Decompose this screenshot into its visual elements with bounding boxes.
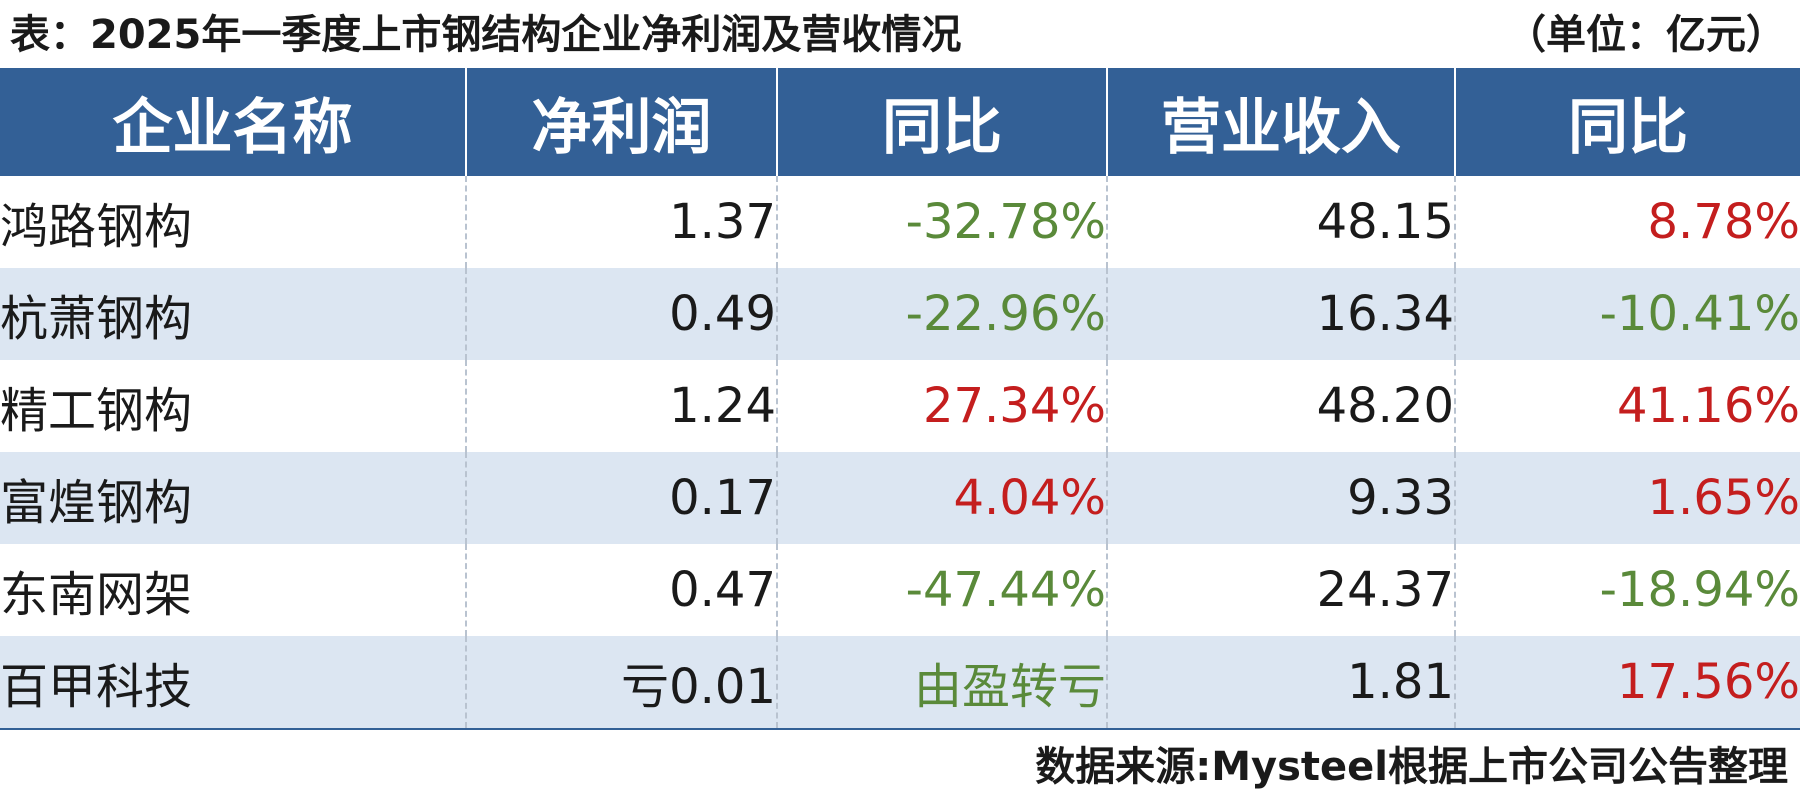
- table-row: 百甲科技 亏0.01 由盈转亏 1.81 17.56%: [0, 636, 1800, 730]
- table-title: 表：2025年一季度上市钢结构企业净利润及营收情况: [10, 12, 962, 58]
- table-row: 富煌钢构 0.17 4.04% 9.33 1.65%: [0, 452, 1800, 544]
- revenue-yoy-cell: 8.78%: [1454, 176, 1800, 268]
- company-name-cell: 精工钢构: [0, 383, 193, 439]
- company-name-cell: 鸿路钢构: [0, 199, 193, 255]
- revenue-yoy-cell: 1.65%: [1454, 452, 1800, 544]
- net-profit-cell: 亏0.01: [465, 636, 777, 730]
- table-row: 东南网架 0.47 -47.44% 24.37 -18.94%: [0, 544, 1800, 636]
- data-table: 企业名称 净利润 同比 营业收入 同比 鸿路钢构 1.37 -32.78% 48…: [0, 68, 1800, 730]
- profit-yoy-cell: -32.78%: [776, 176, 1107, 268]
- net-profit-cell: 0.47: [465, 544, 777, 636]
- table-row: 杭萧钢构 0.49 -22.96% 16.34 -10.41%: [0, 268, 1800, 360]
- profit-yoy-cell: -22.96%: [776, 268, 1107, 360]
- table-row: 鸿路钢构 1.37 -32.78% 48.15 8.78%: [0, 176, 1800, 268]
- net-profit-cell: 1.24: [465, 360, 777, 452]
- profit-yoy-cell: 由盈转亏: [776, 636, 1107, 730]
- revenue-yoy-cell: 17.56%: [1454, 636, 1800, 730]
- revenue-cell: 48.15: [1106, 176, 1455, 268]
- net-profit-cell: 0.17: [465, 452, 777, 544]
- revenue-cell: 48.20: [1106, 360, 1455, 452]
- table-row: 精工钢构 1.24 27.34% 48.20 41.16%: [0, 360, 1800, 452]
- company-name-cell: 东南网架: [0, 567, 193, 623]
- company-name-cell: 富煌钢构: [0, 452, 466, 544]
- table-header-row: 企业名称 净利润 同比 营业收入 同比: [0, 68, 1800, 176]
- header-net-profit: 净利润: [465, 68, 777, 176]
- unit-label: （单位：亿元）: [1506, 12, 1786, 58]
- revenue-yoy-cell: 41.16%: [1454, 360, 1800, 452]
- revenue-cell: 16.34: [1106, 268, 1455, 360]
- profit-yoy-cell: -47.44%: [776, 544, 1107, 636]
- revenue-yoy-cell: -10.41%: [1454, 268, 1800, 360]
- company-name-cell: 杭萧钢构: [0, 268, 466, 360]
- header-profit-yoy: 同比: [776, 68, 1107, 176]
- revenue-cell: 9.33: [1106, 452, 1455, 544]
- profit-yoy-cell: 4.04%: [776, 452, 1107, 544]
- company-name-cell: 百甲科技: [0, 636, 466, 730]
- header-company-name: 企业名称: [0, 68, 466, 176]
- header-revenue: 营业收入: [1106, 68, 1455, 176]
- net-profit-cell: 0.49: [465, 268, 777, 360]
- header-revenue-yoy: 同比: [1454, 68, 1800, 176]
- profit-yoy-cell: 27.34%: [776, 360, 1107, 452]
- data-source-note: 数据来源:Mysteel根据上市公司公告整理: [1035, 744, 1788, 790]
- net-profit-cell: 1.37: [465, 176, 777, 268]
- revenue-cell: 24.37: [1106, 544, 1455, 636]
- revenue-cell: 1.81: [1106, 636, 1455, 730]
- revenue-yoy-cell: -18.94%: [1454, 544, 1800, 636]
